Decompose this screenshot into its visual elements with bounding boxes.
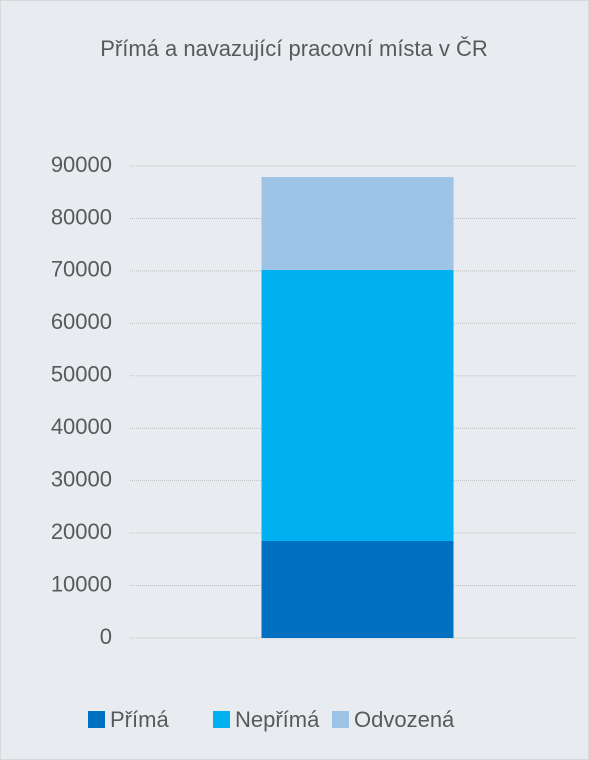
y-tick-label: 20000 [51, 519, 112, 544]
legend-swatch [213, 711, 230, 728]
bar-segment [261, 269, 454, 541]
chart-title: Přímá a navazující pracovní místa v ČR [100, 36, 488, 61]
y-tick-label: 30000 [51, 466, 112, 491]
y-tick-label: 80000 [51, 204, 112, 229]
y-tick-label: 60000 [51, 309, 112, 334]
bar-segment [261, 540, 454, 638]
y-tick-label: 0 [100, 624, 112, 649]
legend-label: Odvozená [354, 707, 455, 732]
legend-label: Nepřímá [235, 707, 320, 732]
legend-swatch [88, 711, 105, 728]
legend-swatch [332, 711, 349, 728]
y-tick-label: 90000 [51, 152, 112, 177]
y-tick-label: 50000 [51, 362, 112, 387]
legend-label: Přímá [110, 707, 169, 732]
y-tick-label: 70000 [51, 257, 112, 282]
y-tick-label: 10000 [51, 571, 112, 596]
bar-segment [261, 177, 454, 270]
y-tick-label: 40000 [51, 414, 112, 439]
